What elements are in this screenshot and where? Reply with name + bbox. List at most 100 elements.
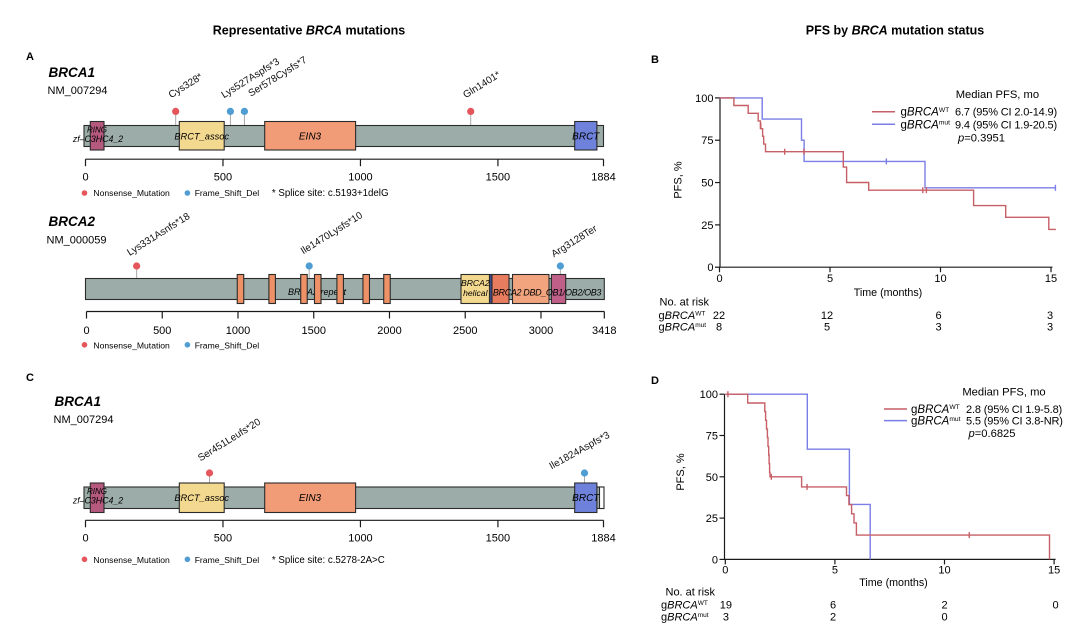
svg-text:* Splice site: c.5193+1delG: * Splice site: c.5193+1delG [272, 188, 389, 199]
svg-text:* Splice site: c.5278-2A>C: * Splice site: c.5278-2A>C [272, 555, 385, 566]
svg-text:500: 500 [153, 325, 171, 337]
svg-text:5: 5 [824, 322, 830, 334]
svg-text:25: 25 [701, 220, 713, 232]
svg-text:gBRCAWT: gBRCAWT [659, 310, 706, 322]
svg-text:500: 500 [214, 171, 232, 183]
svg-text:Frame_Shift_Del: Frame_Shift_Del [195, 188, 260, 198]
svg-text:gBRCAWT: gBRCAWT [901, 107, 950, 119]
svg-text:PFS, %: PFS, % [675, 453, 687, 491]
svg-text:BRCA1: BRCA1 [55, 394, 102, 409]
svg-text:gBRCAWT: gBRCAWT [911, 404, 960, 416]
svg-text:BRCA2: BRCA2 [461, 278, 490, 288]
svg-text:0: 0 [722, 565, 728, 577]
svg-text:Nonsense_Mutation: Nonsense_Mutation [93, 340, 170, 350]
svg-text:0: 0 [716, 273, 722, 285]
svg-text:1000: 1000 [226, 325, 250, 337]
svg-text:2000: 2000 [377, 325, 401, 337]
svg-text:D: D [651, 375, 659, 387]
svg-text:Time (months): Time (months) [859, 577, 928, 589]
svg-text:0: 0 [82, 171, 88, 183]
svg-text:5.5 (95% CI 3.8-NR): 5.5 (95% CI 3.8-NR) [966, 416, 1063, 428]
svg-text:BRCT_assoc: BRCT_assoc [174, 132, 229, 142]
svg-text:1500: 1500 [486, 171, 510, 183]
svg-text:EIN3: EIN3 [299, 493, 322, 504]
svg-text:Frame_Shift_Del: Frame_Shift_Del [195, 340, 260, 350]
svg-text:BRCT: BRCT [572, 132, 600, 143]
svg-text:0: 0 [1052, 600, 1058, 612]
svg-text:Frame_Shift_Del: Frame_Shift_Del [195, 555, 260, 565]
svg-text:EIN3: EIN3 [299, 132, 322, 143]
svg-text:A: A [26, 51, 34, 63]
svg-text:10: 10 [934, 273, 946, 285]
svg-text:3: 3 [723, 611, 729, 623]
svg-text:50: 50 [706, 472, 718, 484]
svg-text:2: 2 [942, 600, 948, 612]
svg-text:1500: 1500 [301, 325, 325, 337]
svg-text:Arg3128Ter: Arg3128Ter [550, 223, 600, 260]
svg-text:6: 6 [935, 310, 941, 322]
svg-text:5: 5 [832, 565, 838, 577]
svg-text:BRCA2: BRCA2 [49, 214, 96, 229]
svg-text:1500: 1500 [486, 533, 510, 545]
svg-text:Cys328*: Cys328* [167, 72, 205, 101]
svg-text:gBRCAmut: gBRCAmut [659, 322, 707, 334]
svg-text:BRCA2 DBD_OB1/OB2/OB3: BRCA2 DBD_OB1/OB2/OB3 [493, 288, 602, 298]
svg-text:19: 19 [720, 600, 732, 612]
svg-text:p=0.3951: p=0.3951 [957, 133, 1005, 145]
svg-text:2500: 2500 [453, 325, 477, 337]
svg-text:RING: RING [87, 126, 107, 135]
svg-text:75: 75 [701, 135, 713, 147]
svg-text:2.8 (95% CI 1.9-5.8): 2.8 (95% CI 1.9-5.8) [966, 404, 1062, 416]
svg-text:p=0.6825: p=0.6825 [968, 428, 1016, 440]
svg-text:Ser451Leufs*20: Ser451Leufs*20 [196, 416, 263, 464]
svg-text:15: 15 [1048, 565, 1060, 577]
svg-text:PFS by BRCA mutation status: PFS by BRCA mutation status [806, 24, 985, 38]
svg-text:1000: 1000 [348, 533, 372, 545]
svg-text:BRCT_assoc: BRCT_assoc [174, 493, 229, 503]
svg-text:22: 22 [713, 310, 725, 322]
svg-text:12: 12 [821, 310, 833, 322]
svg-text:2: 2 [830, 611, 836, 623]
svg-text:3: 3 [935, 322, 941, 334]
svg-text:0: 0 [83, 325, 89, 337]
svg-text:Lys331Asnfs*18: Lys331Asnfs*18 [125, 211, 192, 259]
svg-text:No. at risk: No. at risk [666, 586, 716, 598]
svg-text:15: 15 [1045, 273, 1057, 285]
svg-text:Median PFS, mo: Median PFS, mo [962, 386, 1045, 398]
svg-text:B: B [651, 54, 659, 66]
svg-text:gBRCAmut: gBRCAmut [901, 119, 951, 131]
svg-text:NM_000059: NM_000059 [47, 235, 107, 247]
svg-text:0: 0 [707, 262, 713, 274]
svg-text:50: 50 [701, 178, 713, 190]
svg-text:3: 3 [1047, 322, 1053, 334]
svg-text:100: 100 [700, 389, 718, 401]
svg-text:C: C [26, 372, 34, 384]
svg-text:1000: 1000 [348, 171, 372, 183]
svg-text:zf–C3HC4_2: zf–C3HC4_2 [72, 496, 123, 506]
svg-text:Representative BRCA mutations: Representative BRCA mutations [213, 24, 405, 38]
svg-text:10: 10 [938, 565, 950, 577]
svg-text:75: 75 [706, 431, 718, 443]
svg-text:6: 6 [830, 600, 836, 612]
svg-text:100: 100 [695, 93, 713, 105]
svg-text:9.4 (95% CI 1.9-20.5): 9.4 (95% CI 1.9-20.5) [955, 119, 1057, 131]
svg-text:No. at risk: No. at risk [660, 296, 710, 308]
svg-text:NM_007294: NM_007294 [54, 414, 114, 426]
svg-text:BRCT: BRCT [572, 493, 600, 504]
svg-text:helical: helical [463, 288, 488, 298]
svg-text:NM_007294: NM_007294 [48, 85, 108, 97]
svg-text:RING: RING [87, 487, 107, 496]
svg-text:Nonsense_Mutation: Nonsense_Mutation [93, 555, 170, 565]
svg-text:Median PFS, mo: Median PFS, mo [956, 89, 1039, 101]
svg-text:8: 8 [716, 322, 722, 334]
svg-text:BRCA1: BRCA1 [49, 65, 96, 80]
svg-text:0: 0 [82, 533, 88, 545]
svg-text:Ile1824Aspfs*3: Ile1824Aspfs*3 [548, 430, 613, 472]
svg-text:Ile1470Lysfs*10: Ile1470Lysfs*10 [299, 210, 365, 257]
svg-text:gBRCAWT: gBRCAWT [661, 600, 708, 612]
svg-text:3418: 3418 [592, 325, 616, 337]
svg-text:gBRCAmut: gBRCAmut [911, 416, 961, 428]
svg-text:3: 3 [1047, 310, 1053, 322]
svg-text:Gln1401*: Gln1401* [461, 69, 502, 100]
svg-text:1884: 1884 [591, 171, 615, 183]
